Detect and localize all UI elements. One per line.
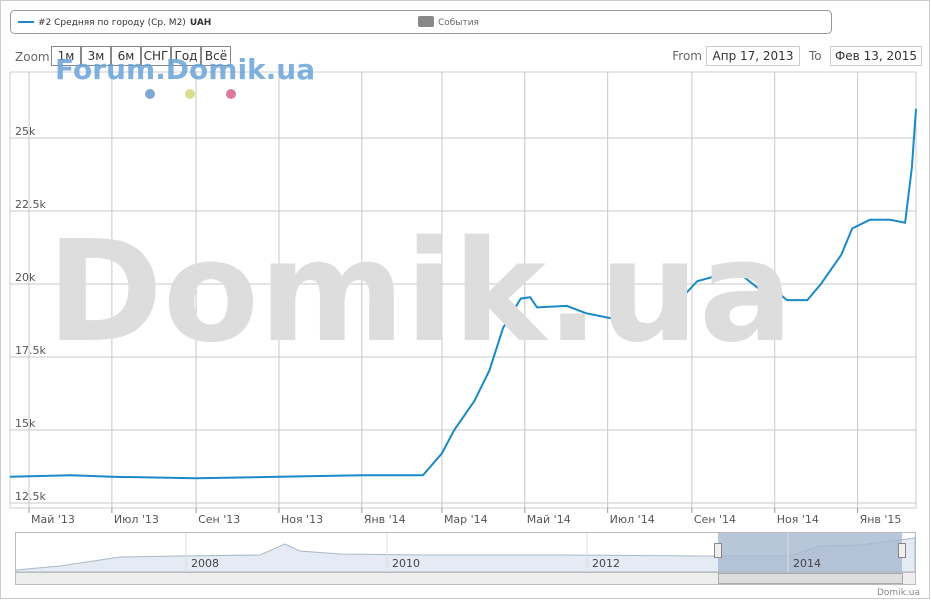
y-tick-label: 20k <box>15 271 36 284</box>
navigator-label: 2012 <box>592 557 620 570</box>
x-tick-label: Июл '13 <box>114 513 159 526</box>
legend-item[interactable]: #2 Средняя по городу (Ср. М2) <box>38 18 186 28</box>
series-line <box>9 108 917 480</box>
zoom-label: Zoom <box>15 50 50 64</box>
zoom-button-box <box>111 46 141 66</box>
zoom-button-box <box>51 46 81 66</box>
dot <box>145 89 155 99</box>
scrollbar-thumb[interactable] <box>718 573 903 584</box>
forum-watermark: Forum.Domik.ua <box>55 53 315 86</box>
x-tick-label: Янв '14 <box>364 513 406 526</box>
navigator-selection <box>718 533 902 572</box>
zoom-button-label: Год <box>175 49 198 63</box>
to-input[interactable] <box>830 46 922 66</box>
to-label: To <box>808 49 822 63</box>
y-tick-label: 25k <box>15 125 36 138</box>
dot <box>185 89 195 99</box>
navigator-handle[interactable] <box>714 543 722 558</box>
x-tick-label: Сен '14 <box>694 513 736 526</box>
legend-item[interactable]: События <box>438 18 479 28</box>
navigator-label: 2008 <box>191 557 219 570</box>
zoom-button-label: 6м <box>118 49 135 63</box>
zoom-button[interactable]: 1м <box>51 46 81 66</box>
zoom-button-label: Всё <box>205 49 227 63</box>
x-tick-label: Мар '14 <box>444 513 488 526</box>
zoom-button-label: СНГ <box>144 49 169 63</box>
scrollbar[interactable] <box>15 572 916 585</box>
zoom-button[interactable]: 3м <box>81 46 111 66</box>
zoom-button-box <box>81 46 111 66</box>
x-tick-label: Сен '13 <box>198 513 240 526</box>
legend-symbol <box>418 16 434 27</box>
y-tick-label: 12.5k <box>15 490 46 503</box>
from-value: Апр 17, 2013 <box>713 49 794 63</box>
x-tick-label: Ноя '13 <box>281 513 323 526</box>
y-tick-label: 22.5k <box>15 198 46 211</box>
zoom-button[interactable]: 6м <box>111 46 141 66</box>
x-tick-label: Янв '15 <box>860 513 902 526</box>
watermark: Domik.ua <box>47 211 794 374</box>
y-tick-label: 17.5k <box>15 344 46 357</box>
plot-area: 12.5k 15k 17.5k 20k 22.5k 25k Май '13 Июл '13 Се… <box>9 71 917 526</box>
zoom-button-label: 1м <box>58 49 75 63</box>
from-label: From <box>672 49 702 63</box>
navigator-label: 2014 <box>793 557 821 570</box>
zoom-buttons: 1м 3м 6м СНГ Год Всё <box>51 46 231 66</box>
credits: Domik.ua <box>877 588 920 598</box>
navigator-handle[interactable] <box>898 543 906 558</box>
x-tick-label: Май '14 <box>527 513 571 526</box>
x-tick-label: Май '13 <box>31 513 75 526</box>
navigator-label: 2010 <box>392 557 420 570</box>
zoom-button-label: 3м <box>88 49 105 63</box>
zoom-button-box <box>141 46 171 66</box>
zoom-button-box <box>171 46 201 66</box>
x-tick-label: Ноя '14 <box>777 513 819 526</box>
zoom-button[interactable]: Год <box>171 46 201 66</box>
to-value: Фев 13, 2015 <box>835 49 917 63</box>
zoom-button-box <box>201 46 231 66</box>
y-tick-label: 15k <box>15 417 36 430</box>
zoom-button[interactable]: СНГ <box>141 46 171 66</box>
navigator-series <box>15 537 916 573</box>
from-input[interactable] <box>706 46 800 66</box>
zoom-button[interactable]: Всё <box>201 46 231 66</box>
x-tick-label: Июл '14 <box>610 513 655 526</box>
dot <box>226 89 236 99</box>
legend-unit: UAH <box>190 18 212 28</box>
